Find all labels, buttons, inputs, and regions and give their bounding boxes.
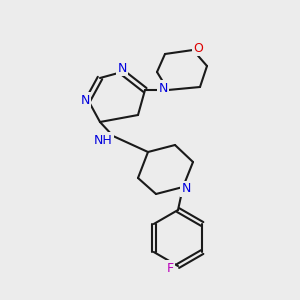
Text: F: F (167, 262, 174, 275)
Text: N: N (80, 94, 90, 106)
Text: O: O (193, 41, 203, 55)
Text: N: N (158, 82, 168, 94)
Text: N: N (181, 182, 191, 196)
Text: N: N (117, 61, 127, 74)
Text: NH: NH (94, 134, 112, 146)
